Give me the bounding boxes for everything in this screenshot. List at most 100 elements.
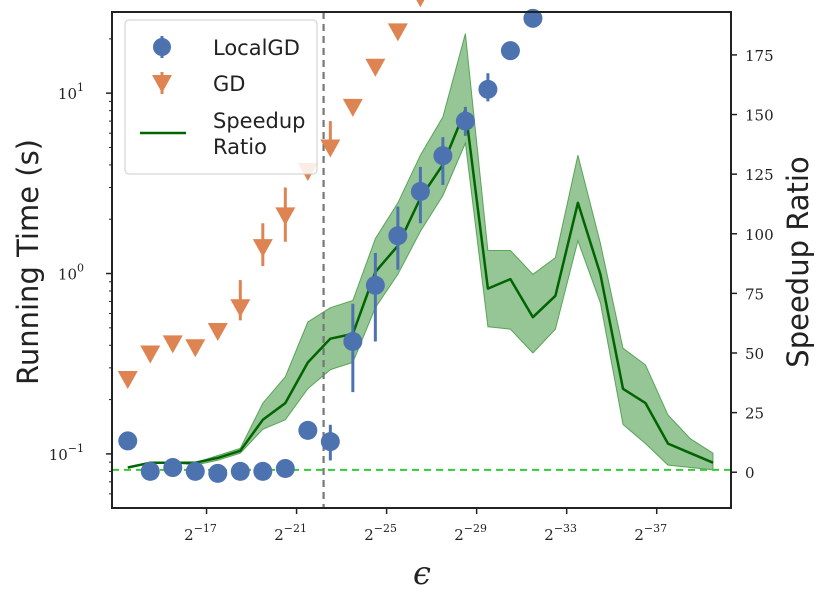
y-right-tick-label: 75 bbox=[745, 285, 764, 303]
gd-marker bbox=[275, 207, 296, 226]
localgd-marker bbox=[433, 146, 453, 166]
gd-marker bbox=[162, 335, 183, 354]
gd-marker bbox=[387, 23, 408, 42]
localgd-marker bbox=[478, 79, 498, 99]
gd-point bbox=[207, 323, 228, 342]
localgd-point bbox=[163, 458, 183, 478]
left-y-axis-ticks: 10−1100101102 bbox=[49, 38, 112, 495]
localgd-marker bbox=[320, 432, 340, 452]
localgd-point bbox=[185, 461, 205, 481]
y-right-tick-label: 175 bbox=[745, 47, 774, 65]
x-tick-label: 2−33 bbox=[544, 522, 577, 544]
legend-label-speedup: Speedup bbox=[213, 109, 305, 133]
y-right-tick-label: 0 bbox=[745, 464, 755, 482]
localgd-marker bbox=[185, 461, 205, 481]
right-y-axis-ticks: 0 25 50 75 100 125 150 175 bbox=[731, 47, 774, 482]
x-tick-label: 2−17 bbox=[184, 522, 217, 544]
gd-marker bbox=[230, 299, 251, 318]
gd-marker bbox=[252, 239, 273, 258]
plot-border bbox=[111, 11, 732, 509]
localgd-point bbox=[230, 461, 250, 481]
legend-gd-marker bbox=[152, 72, 172, 94]
localgd-point bbox=[410, 166, 430, 224]
gd-marker bbox=[185, 339, 206, 358]
localgd-marker bbox=[208, 463, 228, 483]
gd-marker bbox=[117, 371, 138, 390]
localgd-point bbox=[320, 424, 340, 461]
localgd-marker bbox=[253, 461, 273, 481]
x-tick-label: 2−29 bbox=[454, 522, 487, 544]
gd-point bbox=[230, 280, 251, 321]
y-axis-left-title: Running Time (s) bbox=[11, 139, 45, 385]
y-right-tick-label: 50 bbox=[745, 345, 764, 363]
localgd-marker bbox=[500, 41, 520, 61]
localgd-point bbox=[388, 206, 408, 270]
localgd-marker bbox=[230, 461, 250, 481]
localgd-point bbox=[208, 463, 228, 483]
localgd-point bbox=[343, 303, 363, 393]
legend-label-gd: GD bbox=[213, 72, 245, 96]
legend: LocalGD GD Speedup Ratio bbox=[124, 19, 318, 175]
gd-point bbox=[185, 339, 206, 358]
x-tick-label: 2−37 bbox=[634, 522, 667, 544]
localgd-marker bbox=[523, 8, 543, 28]
localgd-point bbox=[275, 458, 295, 478]
y-axis-right-title: Speedup Ratio bbox=[781, 156, 815, 367]
gd-marker bbox=[140, 345, 161, 364]
y-right-tick-label: 125 bbox=[745, 166, 774, 184]
reference-lines-layer bbox=[112, 12, 731, 508]
gd-point bbox=[387, 23, 408, 42]
gd-marker bbox=[320, 139, 341, 158]
y-left-tick-label: 100 bbox=[58, 262, 84, 284]
gd-marker bbox=[342, 98, 363, 117]
gd-point bbox=[416, 0, 425, 8]
localgd-marker bbox=[163, 458, 183, 478]
x-axis-title: ϵ bbox=[413, 554, 431, 592]
legend-label-ratio: Ratio bbox=[213, 135, 267, 159]
gd-point bbox=[342, 98, 363, 117]
localgd-marker bbox=[275, 458, 295, 478]
localgd-point bbox=[455, 106, 475, 136]
localgd-point bbox=[523, 8, 543, 28]
y-left-tick-label: 10−1 bbox=[49, 442, 84, 464]
localgd-marker bbox=[410, 181, 430, 201]
localgd-marker bbox=[140, 461, 160, 481]
localgd-marker bbox=[118, 431, 138, 451]
gd-point bbox=[365, 58, 386, 77]
gd-series-layer bbox=[117, 0, 425, 390]
localgd-point bbox=[433, 137, 453, 185]
y-right-tick-label: 150 bbox=[745, 107, 774, 125]
localgd-marker bbox=[388, 226, 408, 246]
localgd-marker bbox=[365, 275, 385, 295]
localgd-point bbox=[253, 461, 273, 481]
localgd-marker bbox=[343, 331, 363, 351]
x-tick-label: 2−21 bbox=[274, 522, 307, 544]
x-tick-label: 2−25 bbox=[364, 522, 397, 544]
localgd-point bbox=[365, 252, 385, 342]
gd-point bbox=[162, 335, 183, 354]
localgd-point bbox=[500, 41, 520, 61]
legend-frame bbox=[124, 19, 318, 175]
gd-marker bbox=[416, 0, 425, 8]
localgd-point bbox=[298, 420, 318, 440]
localgd-point bbox=[118, 431, 138, 451]
gd-point bbox=[252, 223, 273, 267]
localgd-point bbox=[140, 461, 160, 481]
gd-point bbox=[320, 121, 341, 158]
localgd-marker bbox=[298, 420, 318, 440]
gd-marker bbox=[207, 323, 228, 342]
x-axis-ticks: 2−17 2−21 2−25 2−29 2−33 2−37 bbox=[184, 508, 667, 544]
gd-point bbox=[140, 345, 161, 364]
localgd-series-layer bbox=[118, 8, 543, 483]
legend-label-localgd: LocalGD bbox=[213, 36, 300, 60]
plot-frame bbox=[111, 11, 732, 509]
legend-localgd-marker bbox=[153, 36, 171, 58]
localgd-point bbox=[478, 73, 498, 102]
gd-point bbox=[117, 371, 138, 390]
y-left-tick-label: 101 bbox=[58, 81, 84, 103]
gd-marker bbox=[365, 58, 386, 77]
localgd-marker bbox=[455, 111, 475, 131]
y-right-tick-label: 100 bbox=[745, 226, 774, 244]
y-right-tick-label: 25 bbox=[745, 405, 764, 423]
